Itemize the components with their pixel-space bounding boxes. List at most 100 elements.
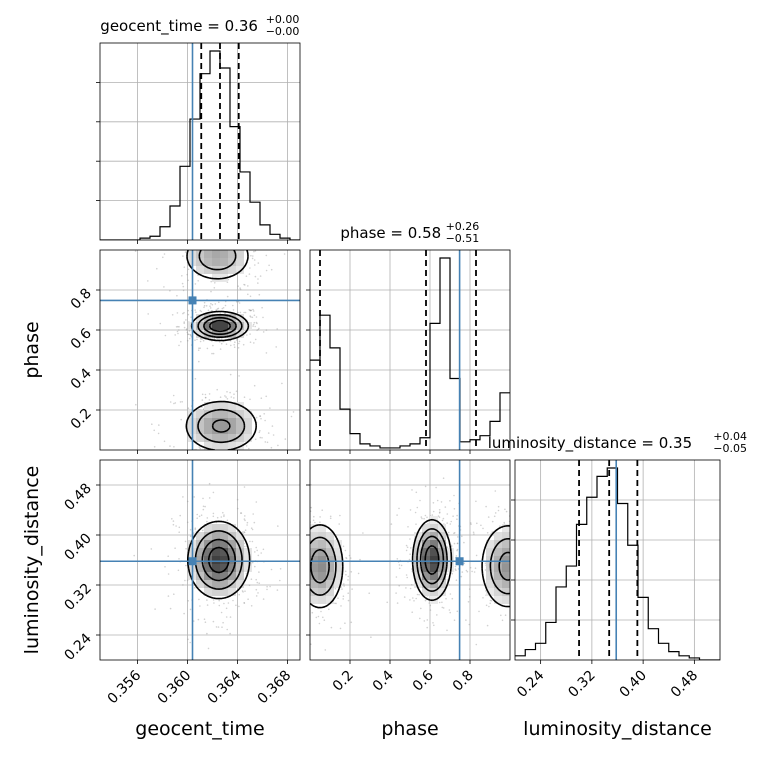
sample-point xyxy=(258,327,260,330)
sample-point xyxy=(429,604,432,607)
sample-point xyxy=(303,576,305,578)
sample-point xyxy=(413,600,415,602)
density-cell xyxy=(318,588,326,596)
sample-point xyxy=(453,532,455,535)
sample-point xyxy=(189,333,192,336)
sample-point xyxy=(529,638,531,640)
sample-point xyxy=(222,476,224,478)
sample-point xyxy=(239,472,241,474)
x-tick-label-luminosity_distance: 0.24 xyxy=(514,667,547,700)
density-cell xyxy=(236,250,244,258)
sample-point xyxy=(214,282,216,284)
density-cell xyxy=(414,580,422,588)
sample-point xyxy=(551,587,553,589)
sample-point xyxy=(243,531,246,534)
sample-point xyxy=(182,584,184,586)
sample-point xyxy=(243,486,246,488)
sample-point xyxy=(246,464,248,466)
density-cell xyxy=(310,564,318,572)
sample-point xyxy=(257,554,260,557)
sample-point xyxy=(189,641,191,644)
sample-point xyxy=(220,338,223,340)
density-cell xyxy=(438,524,446,532)
sample-point xyxy=(247,598,249,600)
sample-point xyxy=(178,453,180,455)
density-cell xyxy=(244,410,252,418)
sample-point xyxy=(164,566,166,568)
sample-point xyxy=(478,610,480,613)
sample-point xyxy=(342,595,345,597)
sample-point xyxy=(536,576,538,578)
density-cell xyxy=(326,596,334,604)
sample-point xyxy=(226,391,228,393)
sample-point xyxy=(534,615,536,617)
sample-point xyxy=(438,512,441,514)
density-cell xyxy=(494,532,502,540)
sample-point xyxy=(424,514,427,517)
sample-point xyxy=(456,548,459,551)
sample-point xyxy=(224,395,226,397)
sample-point xyxy=(239,311,242,314)
sample-point xyxy=(308,514,310,516)
sample-point xyxy=(293,550,295,552)
sample-point xyxy=(250,605,253,607)
sample-point xyxy=(548,543,550,545)
sample-point xyxy=(258,431,261,434)
sample-point xyxy=(196,338,198,341)
density-cell xyxy=(236,548,244,556)
sample-point xyxy=(232,304,234,307)
sample-point xyxy=(541,555,543,557)
sample-point xyxy=(304,587,306,589)
sample-point xyxy=(259,415,262,417)
sample-point xyxy=(185,329,188,331)
sample-point xyxy=(442,517,445,520)
density-cell xyxy=(502,588,510,596)
sample-point xyxy=(229,235,231,237)
sample-point xyxy=(169,290,171,292)
sample-point xyxy=(284,438,287,440)
sample-point xyxy=(497,509,500,512)
sample-point xyxy=(398,507,400,510)
sample-point xyxy=(183,612,185,615)
sample-point xyxy=(185,319,187,321)
sample-point xyxy=(248,584,251,587)
sample-point xyxy=(301,530,303,532)
sample-point xyxy=(348,554,351,557)
sample-point xyxy=(319,521,321,523)
sample-point xyxy=(344,549,347,552)
sample-point xyxy=(521,572,523,574)
sample-point xyxy=(198,598,200,601)
sample-point xyxy=(222,511,224,514)
panel-title-geocent_time: geocent_time = 0.36 +0.00−0.00 xyxy=(100,13,299,38)
sample-point xyxy=(291,522,293,524)
sample-point xyxy=(475,554,478,557)
sample-point xyxy=(245,545,247,548)
title-value: luminosity_distance = 0.35 xyxy=(488,434,692,453)
sample-point xyxy=(238,243,240,245)
sample-point xyxy=(216,451,218,453)
sample-point xyxy=(201,393,204,396)
sample-point xyxy=(202,339,205,342)
sample-point xyxy=(202,497,204,500)
panel-2d-phase-luminosity_distance xyxy=(291,459,553,664)
sample-point xyxy=(233,456,235,458)
sample-point xyxy=(208,393,211,395)
density-cell xyxy=(446,556,454,564)
sample-point xyxy=(204,621,207,623)
sample-point xyxy=(240,512,243,514)
sample-point xyxy=(512,559,514,561)
sample-point xyxy=(277,444,279,447)
sample-point xyxy=(295,555,297,557)
sample-point xyxy=(456,542,459,545)
sample-point xyxy=(224,455,226,457)
sample-point xyxy=(274,248,276,250)
density-cell xyxy=(196,434,204,442)
sample-point xyxy=(238,342,240,345)
sample-point xyxy=(241,245,243,247)
sample-point xyxy=(265,329,268,331)
sample-point xyxy=(328,608,330,611)
density-cell xyxy=(228,556,236,564)
density-cell xyxy=(236,564,244,572)
sample-point xyxy=(250,309,252,312)
sample-point xyxy=(465,619,467,621)
